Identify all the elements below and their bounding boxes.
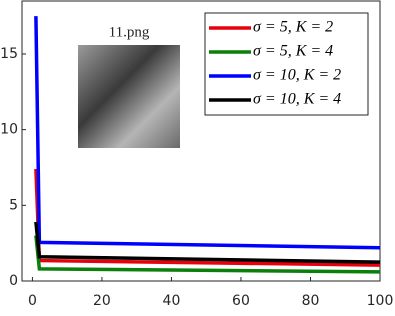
plot-frame bbox=[21, 0, 381, 282]
y-tick-label: 0 bbox=[9, 273, 18, 289]
y-tick-label: 15 bbox=[0, 46, 18, 62]
x-tick-label: 80 bbox=[302, 293, 320, 309]
line bbox=[34, 235, 381, 274]
y-tick-label: 10 bbox=[0, 122, 18, 138]
line bbox=[34, 221, 381, 264]
legend-label: σ = 5, K = 2 bbox=[253, 19, 333, 36]
legend-label: σ = 10, K = 2 bbox=[253, 67, 341, 84]
x-tick-label: 20 bbox=[93, 293, 111, 309]
legend-label: σ = 5, K = 4 bbox=[253, 43, 333, 60]
x-tick-label: 0 bbox=[28, 293, 37, 309]
x-tick-label: 60 bbox=[232, 293, 250, 309]
x-tick-label: 100 bbox=[367, 293, 394, 309]
inset-image bbox=[78, 45, 180, 148]
legend-label: σ = 10, K = 4 bbox=[253, 91, 341, 108]
y-tick-label: 5 bbox=[9, 197, 18, 213]
inset-caption: 11.png bbox=[109, 24, 150, 40]
x-tick-label: 40 bbox=[163, 293, 181, 309]
line bbox=[34, 168, 381, 267]
legend-box bbox=[204, 12, 369, 116]
